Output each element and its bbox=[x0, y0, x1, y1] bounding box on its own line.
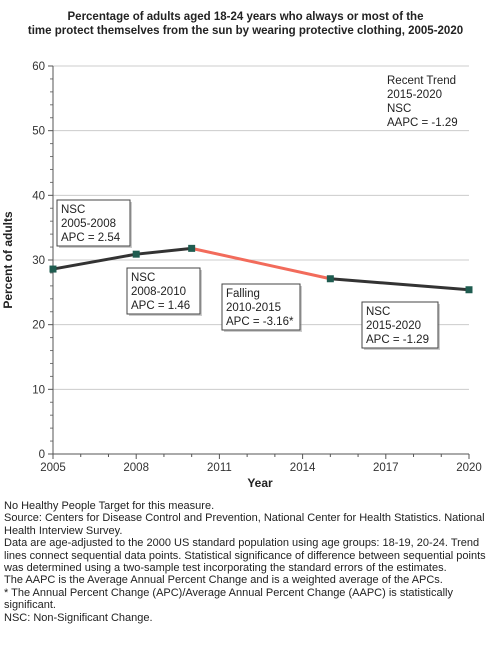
data-point bbox=[326, 275, 334, 283]
trend-segment bbox=[328, 277, 471, 292]
box-frame bbox=[126, 267, 201, 315]
trend-segment bbox=[51, 252, 138, 271]
data-point bbox=[49, 265, 57, 273]
line-chart: 0 10 20 30 40 50 60 2005 2008 2011 2014 2017 2020 P… bbox=[1, 61, 482, 490]
box-text: 2008-2010 bbox=[131, 286, 186, 298]
trend-segments bbox=[51, 246, 471, 292]
box-text: 2015-2020 bbox=[387, 89, 442, 101]
y-tick-label: 40 bbox=[32, 190, 45, 202]
box-text: NSC bbox=[61, 204, 85, 216]
data-point bbox=[188, 244, 196, 252]
note-nsc: NSC: Non-Significant Change. bbox=[4, 611, 153, 624]
x-tick-label: 2011 bbox=[207, 462, 232, 474]
box-text: NSC bbox=[131, 272, 155, 284]
trend-segment bbox=[190, 246, 332, 281]
box-text: Falling bbox=[226, 288, 260, 300]
segment-annotation: NSC 2008-2010 APC = 1.46 bbox=[126, 267, 202, 316]
segment-annotation: NSC 2005-2008 APC = 2.54 bbox=[56, 199, 132, 248]
box-text: 2010-2015 bbox=[226, 302, 281, 314]
trend-segment bbox=[134, 246, 194, 256]
y-tick-label: 0 bbox=[39, 449, 45, 461]
x-tick-label: 2005 bbox=[40, 462, 66, 474]
y-tick-label: 60 bbox=[32, 61, 45, 73]
box-text: NSC bbox=[366, 306, 390, 318]
note-significance: * The Annual Percent Change (APC)/Averag… bbox=[4, 586, 454, 612]
note-source: Source: Centers for Disease Control and … bbox=[4, 512, 485, 537]
box-text: NSC bbox=[387, 103, 411, 115]
box-text: 2015-2020 bbox=[366, 320, 421, 332]
recent-trend-box: Recent Trend 2015-2020 NSC AAPC = -1.29 bbox=[387, 75, 458, 129]
note-aapc: The AAPC is the Average Annual Percent C… bbox=[4, 574, 443, 587]
chart-title-line-1: Percentage of adults aged 18-24 years wh… bbox=[67, 11, 424, 23]
y-axis-label: Percent of adults bbox=[1, 211, 15, 309]
y-tick-label: 10 bbox=[32, 384, 45, 396]
y-tick-label: 20 bbox=[32, 320, 45, 332]
chart-title: Percentage of adults aged 18-24 years wh… bbox=[0, 10, 491, 38]
x-tick-label: 2020 bbox=[456, 462, 482, 474]
note-methods: Data are age-adjusted to the 2000 US sta… bbox=[4, 537, 486, 575]
data-point bbox=[465, 286, 473, 294]
box-frame bbox=[361, 301, 439, 349]
box-text: 2005-2008 bbox=[61, 218, 116, 230]
box-text: AAPC = -1.29 bbox=[387, 117, 458, 129]
box-text: APC = -1.29 bbox=[366, 334, 429, 346]
data-point bbox=[132, 250, 140, 258]
box-text: APC = 2.54 bbox=[61, 232, 121, 244]
x-axis: 2005 2008 2011 2014 2017 2020 bbox=[40, 453, 482, 474]
x-tick-label: 2014 bbox=[290, 462, 316, 474]
data-markers bbox=[49, 244, 473, 294]
x-tick-label: 2008 bbox=[123, 462, 149, 474]
footnotes: No Healthy People Target for this measur… bbox=[4, 500, 488, 624]
box-text: APC = -3.16* bbox=[226, 316, 294, 328]
segment-annotation: Falling 2010-2015 APC = -3.16* bbox=[221, 283, 302, 332]
segment-annotation: NSC 2015-2020 APC = -1.29 bbox=[361, 301, 440, 350]
y-tick-label: 50 bbox=[32, 126, 45, 138]
chart-title-line-2: time protect themselves from the sun by … bbox=[27, 25, 464, 37]
x-axis-label: Year bbox=[247, 476, 273, 490]
note-target: No Healthy People Target for this measur… bbox=[4, 500, 215, 512]
y-tick-label: 30 bbox=[32, 255, 45, 267]
box-text: APC = 1.46 bbox=[131, 300, 190, 312]
box-frame bbox=[56, 199, 131, 247]
box-frame bbox=[221, 283, 301, 331]
box-text: Recent Trend bbox=[387, 75, 456, 87]
y-axis: 0 10 20 30 40 50 60 bbox=[32, 61, 54, 461]
x-tick-label: 2017 bbox=[373, 462, 399, 474]
annotation-boxes: NSC 2005-2008 APC = 2.54 NSC 2008-2010 APC = … bbox=[56, 75, 458, 350]
